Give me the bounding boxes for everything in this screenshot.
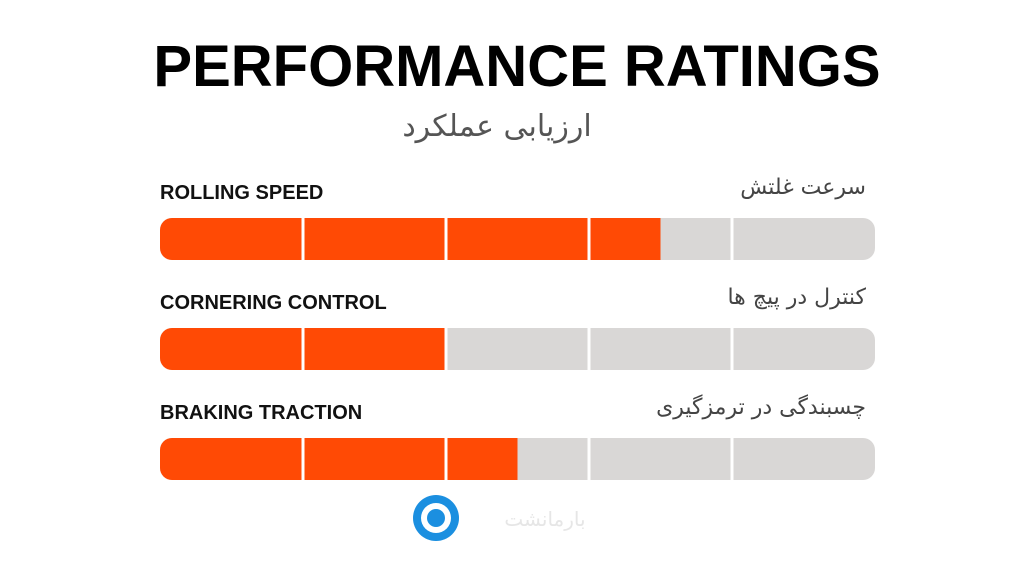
rating-track [160,328,875,370]
watermark: بارمانشت [504,507,585,531]
chart-title: PERFORMANCE RATINGS [153,34,880,99]
bar [160,438,518,480]
category-translation: کنترل در پیچ ها [727,285,866,310]
category-translation: سرعت غلتش [740,175,866,200]
chart-subtitle: ارزیابی عملکرد [402,109,591,144]
category-label: ROLLING SPEED [160,182,323,204]
category-translation: چسبندگی در ترمزگیری [656,394,866,420]
category-label: CORNERING CONTROL [160,292,387,314]
logo [413,495,459,541]
category-label: BRAKING TRACTION [160,402,362,424]
bar [160,218,661,260]
rating-track [160,438,875,480]
rating-track [160,218,875,260]
